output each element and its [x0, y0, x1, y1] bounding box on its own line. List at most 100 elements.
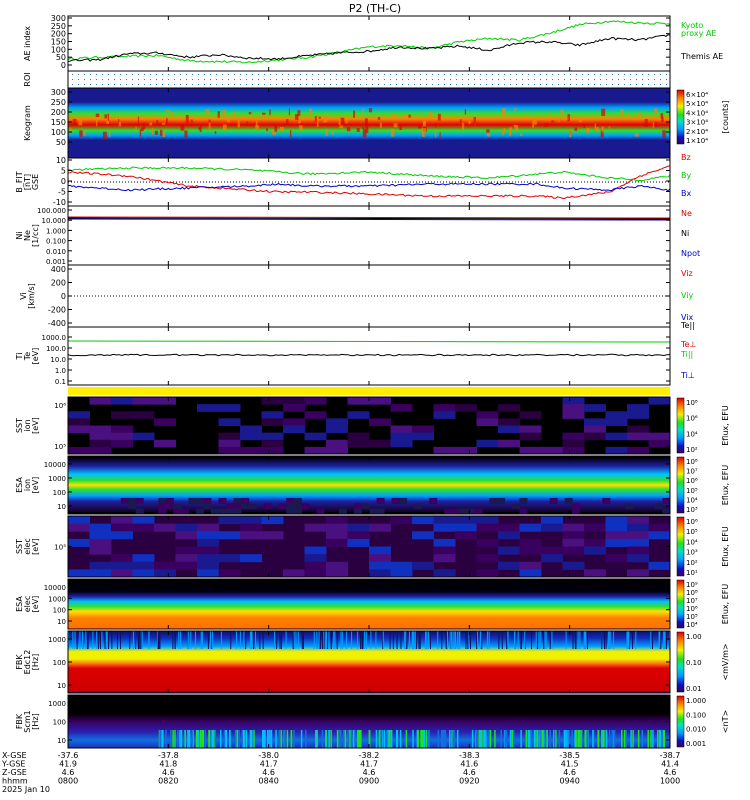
- roi-dot: [258, 74, 259, 75]
- y-axis-label: Vi [km/s]: [19, 283, 36, 309]
- roi-dot: [102, 79, 103, 80]
- fbk-b-streak: [315, 730, 317, 748]
- fbk-b-streak: [652, 730, 654, 748]
- spectrogram-cell: [519, 498, 528, 504]
- fbk-b-streak: [442, 730, 445, 748]
- fbk-b-streak: [417, 730, 419, 748]
- y-axis-label: AE index: [23, 26, 32, 61]
- fbk-e-streak: [579, 631, 581, 649]
- keogram-streak: [408, 114, 411, 118]
- roi-dot: [96, 74, 97, 75]
- roi-dot: [576, 79, 577, 80]
- roi-dot: [504, 74, 505, 75]
- roi-dot: [498, 74, 499, 75]
- spectrogram-cell: [89, 538, 112, 547]
- fbk-e-streak: [470, 631, 472, 649]
- fbk-b-streak: [180, 730, 183, 748]
- y-axis-label: FBK Scm1 [Hz]: [15, 710, 40, 732]
- keogram-streak: [152, 127, 154, 135]
- roi-dot: [432, 74, 433, 75]
- fbk-b-streak: [483, 730, 486, 748]
- roi-dot: [624, 79, 625, 80]
- y-axis-label-line: FBK: [15, 713, 24, 729]
- fbk-b-streak: [211, 730, 213, 748]
- roi-dot: [498, 79, 499, 80]
- roi-dot: [642, 74, 643, 75]
- y-axis-label-line: Scm1: [23, 710, 32, 732]
- roi-dot: [198, 84, 199, 85]
- keogram-streak: [586, 127, 590, 133]
- roi-dot: [552, 79, 553, 80]
- roi-dot: [618, 79, 619, 80]
- roi-dot: [78, 84, 79, 85]
- roi-dot: [564, 84, 565, 85]
- keogram-streak: [269, 109, 271, 116]
- x-column-value: 4.6: [262, 768, 275, 777]
- fbk-e-streak: [524, 631, 526, 649]
- spectrogram-cell: [89, 397, 112, 405]
- roi-dot: [150, 79, 151, 80]
- fbk-e-streak: [628, 631, 630, 649]
- fbk-b-streak: [386, 730, 388, 748]
- fbk_e-colorbar: [676, 631, 685, 693]
- fbk-e-panel: 1000 100 10 FBK Edc12 [Hz] 1.00 0.10 0.01 <mV/m>: [15, 630, 730, 694]
- spectrogram-cell: [197, 531, 219, 540]
- colorbar-label: Eflux, EFU: [721, 584, 730, 625]
- roi-dot: [168, 84, 169, 85]
- keogram-streak: [198, 127, 201, 130]
- roi-dot: [606, 74, 607, 75]
- fbk-b-streak: [383, 730, 386, 748]
- fbk-e-streak: [427, 631, 429, 649]
- x-column-value: -38.7: [660, 751, 681, 760]
- colorbar-tick-label: 0.001: [686, 740, 706, 748]
- fbk-e-streak: [254, 631, 256, 649]
- keogram-streak: [569, 129, 572, 138]
- roi-dot: [474, 74, 475, 75]
- roi-dot: [174, 74, 175, 75]
- roi-dot: [570, 74, 571, 75]
- spectrogram-cell: [605, 418, 628, 426]
- colorbar-tick-label: 10⁴: [686, 496, 698, 504]
- fbk-b-streak: [286, 730, 289, 748]
- colorbar-tick-label: 10⁷: [686, 597, 698, 605]
- fbk-b-streak: [555, 730, 557, 748]
- fbk-e-streak: [235, 631, 237, 649]
- roi-dot: [312, 74, 313, 75]
- x-column-value: 0900: [359, 777, 379, 786]
- roi-dot: [132, 74, 133, 75]
- roi-dot: [396, 84, 397, 85]
- keogram-streak: [655, 121, 658, 128]
- y-axis-label-line: B_FIT: [15, 171, 24, 192]
- fbk-b-streak: [290, 730, 293, 748]
- roi-dot: [114, 74, 115, 75]
- colorbar-tick-label: 10³: [686, 506, 698, 514]
- fbk-b-streak: [500, 730, 502, 748]
- roi-dot: [258, 79, 259, 80]
- spectrogram-cell: [111, 561, 133, 570]
- roi-dot: [432, 79, 433, 80]
- sst-elec-panel: 10⁵ SST elec [eV] 10⁶ 10⁵ 10⁴ 10³ 10² 10¹ Eflux, E…: [15, 515, 730, 578]
- y-tick-label: 50: [56, 138, 66, 147]
- fbk-e-streak: [650, 631, 652, 649]
- roi-dot: [462, 79, 463, 80]
- roi-dot: [342, 79, 343, 80]
- fbk-e-streak: [413, 631, 415, 649]
- keogram-streak: [140, 127, 144, 131]
- roi-dot: [414, 74, 415, 75]
- spectrogram-cell: [662, 498, 671, 504]
- keogram-streak: [626, 113, 629, 117]
- fbk-e-streak: [392, 631, 394, 649]
- spectrogram-cell: [154, 561, 176, 570]
- colorbar-tick-label: 10⁸: [686, 589, 698, 597]
- fbk-b-streak: [305, 730, 307, 748]
- keogram-streak: [108, 130, 111, 138]
- fbk-e-streak: [76, 631, 78, 649]
- spectrogram-cell: [132, 397, 155, 405]
- fbk-b-streak: [204, 730, 206, 748]
- spectrogram-cell: [444, 508, 453, 515]
- spectrogram-cell: [498, 418, 520, 426]
- keogram-streak: [422, 128, 426, 133]
- spectrogram-cell: [188, 498, 197, 504]
- x-row-label: Y-GSE: [1, 760, 25, 769]
- spectrogram-cell: [304, 432, 327, 441]
